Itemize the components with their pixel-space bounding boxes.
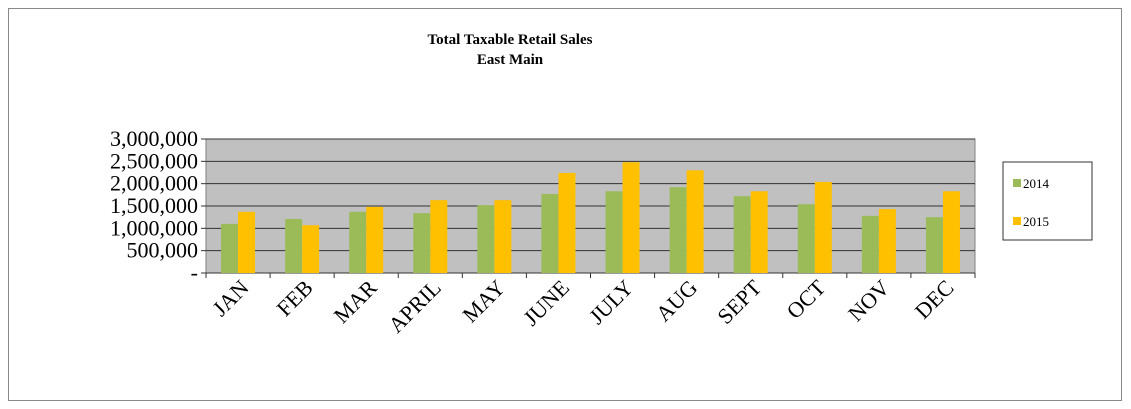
y-tick-label: 2,000,000 <box>110 171 198 196</box>
bar <box>238 211 256 273</box>
bar <box>541 193 559 273</box>
bar <box>285 218 303 273</box>
y-tick-label: - <box>191 260 198 285</box>
y-tick-label: 1,500,000 <box>110 193 198 218</box>
chart-subtitle: East Main <box>477 52 544 68</box>
legend-swatch <box>1013 217 1021 225</box>
bar <box>814 181 832 273</box>
bar <box>558 172 576 273</box>
bar <box>302 225 320 273</box>
bar <box>605 191 623 273</box>
bar <box>221 223 239 273</box>
legend-box <box>1002 161 1093 241</box>
bar <box>878 209 896 273</box>
y-tick-label: 1,000,000 <box>110 215 198 240</box>
bar <box>430 200 448 273</box>
legend-label: 2014 <box>1023 176 1050 191</box>
legend-swatch <box>1013 179 1021 187</box>
bar <box>477 205 495 273</box>
bar <box>750 191 768 273</box>
bar <box>494 200 512 273</box>
y-tick-label: 3,000,000 <box>110 126 198 151</box>
y-tick-label: 500,000 <box>127 238 199 263</box>
bar <box>366 206 384 273</box>
bar <box>925 217 943 273</box>
bar <box>686 170 704 273</box>
bar <box>669 187 687 273</box>
bar <box>797 204 815 273</box>
bar <box>942 191 960 273</box>
bar <box>622 162 640 273</box>
bar <box>733 196 751 273</box>
bar <box>861 215 879 273</box>
bar <box>349 211 367 273</box>
chart-title: Total Taxable Retail Sales <box>428 32 593 48</box>
bar <box>413 213 431 273</box>
legend-label: 2015 <box>1023 214 1049 229</box>
y-tick-label: 2,500,000 <box>110 148 198 173</box>
